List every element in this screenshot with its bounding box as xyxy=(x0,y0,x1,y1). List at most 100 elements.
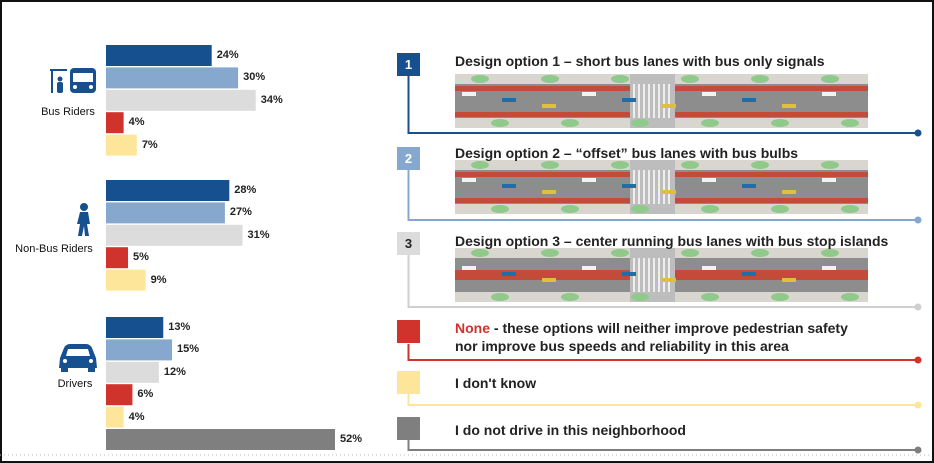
vehicle xyxy=(782,104,796,108)
tree xyxy=(701,119,719,127)
tree xyxy=(841,205,859,213)
vehicle xyxy=(782,278,796,282)
legend-connector-1 xyxy=(407,76,918,134)
bar-bus-riders-5 xyxy=(106,134,137,156)
crosswalk-stripe xyxy=(668,84,670,118)
legend-dot-3 xyxy=(914,303,922,311)
legend-label-option-2: Design option 2 – “offset” bus lanes wit… xyxy=(455,145,799,161)
data-label: 15% xyxy=(177,343,200,356)
data-label: 5% xyxy=(133,251,149,264)
crosswalk-stripe xyxy=(663,258,665,292)
bus-light xyxy=(89,85,93,89)
bar-bus-riders-2 xyxy=(106,67,239,89)
intersection xyxy=(630,74,675,128)
tree xyxy=(701,205,719,213)
group-label-non-bus-riders: Non-Bus Riders xyxy=(15,243,93,255)
legend-label-option-1: Design option 1 – short bus lanes with b… xyxy=(455,53,825,69)
crosswalk-stripe xyxy=(648,258,650,292)
tree xyxy=(541,75,559,83)
data-label: 9% xyxy=(150,273,167,286)
vehicle xyxy=(622,184,636,188)
tree xyxy=(631,205,649,213)
bar-non-bus-riders-4 xyxy=(106,247,129,269)
tree xyxy=(821,161,839,169)
tree xyxy=(631,119,649,127)
legend-dot-4 xyxy=(914,356,922,364)
vehicle xyxy=(822,266,836,270)
crosswalk-stripe xyxy=(663,170,665,204)
bus-light xyxy=(73,85,77,89)
vehicle xyxy=(582,92,596,96)
vehicle xyxy=(702,266,716,270)
bus-stop-icon xyxy=(50,69,67,71)
vehicle xyxy=(782,190,796,194)
bar-non-bus-riders-5 xyxy=(106,269,146,291)
legend-badge-3: 3 xyxy=(397,232,420,255)
crosswalk-stripe xyxy=(668,258,670,292)
legend-connector-5 xyxy=(407,394,918,406)
legend-dot-6 xyxy=(914,446,922,454)
none-highlight: None xyxy=(455,320,490,336)
legend-label-option-3: Design option 3 – center running bus lan… xyxy=(455,233,889,249)
legend-connector-4 xyxy=(407,344,918,361)
intersection xyxy=(630,248,675,302)
bar-drivers-3 xyxy=(106,361,159,383)
data-label: 28% xyxy=(234,184,257,196)
car-light xyxy=(89,359,93,363)
vehicle xyxy=(582,266,596,270)
person-body xyxy=(57,82,63,93)
bar-drivers-1 xyxy=(106,317,164,338)
tree xyxy=(841,119,859,127)
legend-connector-3 xyxy=(407,255,918,308)
tree xyxy=(771,205,789,213)
vehicle xyxy=(542,278,556,282)
vehicle xyxy=(662,104,676,108)
data-label: 7% xyxy=(141,138,158,151)
crosswalk-stripe xyxy=(638,258,640,292)
bar-non-bus-riders-2 xyxy=(106,202,225,224)
vehicle xyxy=(462,92,476,96)
crosswalk-stripe xyxy=(648,84,650,118)
legend-swatch-dont-know xyxy=(397,371,420,394)
vehicle xyxy=(542,104,556,108)
intersection xyxy=(630,160,675,214)
none-text: - these options will neither improve ped… xyxy=(490,320,848,336)
tree xyxy=(701,293,719,301)
tree xyxy=(491,205,509,213)
data-label: 31% xyxy=(247,228,270,241)
group-label-bus-riders: Bus Riders xyxy=(41,106,95,118)
vehicle xyxy=(662,190,676,194)
tree xyxy=(611,75,629,83)
tree xyxy=(841,293,859,301)
vehicle xyxy=(502,272,516,276)
vehicle xyxy=(822,92,836,96)
tree xyxy=(681,75,699,83)
tree xyxy=(561,205,579,213)
crosswalk-stripe xyxy=(668,170,670,204)
bar-drivers-6 xyxy=(106,429,335,450)
tree xyxy=(491,119,509,127)
legend-connector-6 xyxy=(407,440,918,451)
bus-window xyxy=(73,73,93,82)
tree xyxy=(631,293,649,301)
data-label: 27% xyxy=(229,206,252,219)
vehicle xyxy=(622,272,636,276)
legend-dot-5 xyxy=(914,401,922,409)
vehicle xyxy=(542,190,556,194)
vehicle xyxy=(582,178,596,182)
tree xyxy=(681,161,699,169)
tree xyxy=(611,161,629,169)
data-label: 12% xyxy=(163,365,186,378)
tree xyxy=(751,161,769,169)
crosswalk-stripe xyxy=(663,84,665,118)
vehicle xyxy=(462,266,476,270)
data-label: 34% xyxy=(260,93,283,106)
crosswalk-stripe xyxy=(653,84,655,118)
data-label: 13% xyxy=(168,321,191,333)
crosswalk-stripe xyxy=(653,170,655,204)
crosswalk-stripe xyxy=(643,258,645,292)
car-wheel xyxy=(88,367,95,372)
bar-non-bus-riders-1 xyxy=(106,180,230,201)
